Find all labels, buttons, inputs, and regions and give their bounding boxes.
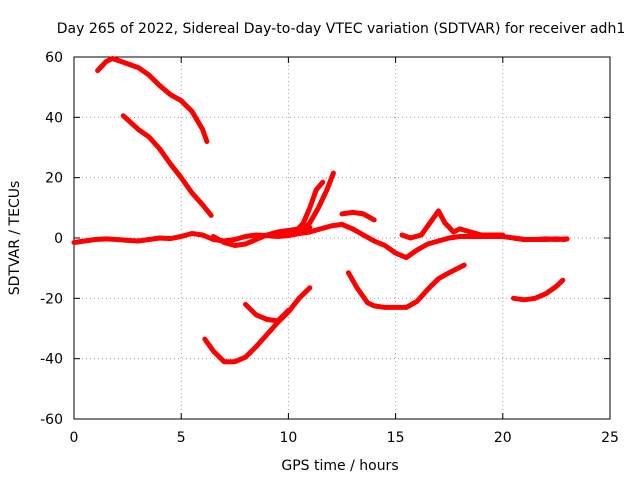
y-tick-label: 0	[54, 231, 63, 247]
x-tick-label: 10	[279, 430, 297, 446]
y-tick-label: 60	[45, 50, 63, 66]
series-line	[95, 56, 210, 144]
x-tick-label: 20	[494, 430, 512, 446]
x-tick-label: 5	[177, 430, 186, 446]
y-tick-label: 20	[45, 171, 63, 187]
y-axis-label: SDTVAR / TECUs	[7, 181, 23, 296]
x-tick-label: 0	[70, 430, 79, 446]
series-line	[202, 285, 313, 365]
series-line	[399, 208, 506, 241]
x-tick-label: 25	[601, 430, 619, 446]
series-line	[296, 170, 336, 236]
x-tick-label: 15	[387, 430, 405, 446]
series-line	[339, 209, 377, 223]
x-axis-label: GPS time / hours	[281, 458, 398, 474]
y-tick-label: -60	[40, 412, 63, 428]
series-line	[210, 224, 313, 248]
series-line	[511, 277, 566, 303]
y-tick-label: 40	[45, 110, 63, 126]
y-tick-label: -20	[40, 291, 63, 307]
chart-title: Day 265 of 2022, Sidereal Day-to-day VTE…	[57, 21, 625, 37]
series-line	[511, 235, 568, 242]
y-tick-label: -40	[40, 352, 63, 368]
series-group	[71, 56, 570, 365]
series-line	[120, 113, 214, 218]
axis-ticks: 0 5 10 15 20 25 -60 -40 -20 0 20 40 60	[40, 50, 619, 446]
series-line	[290, 179, 326, 238]
series-line	[243, 301, 291, 324]
series-line	[345, 262, 467, 310]
